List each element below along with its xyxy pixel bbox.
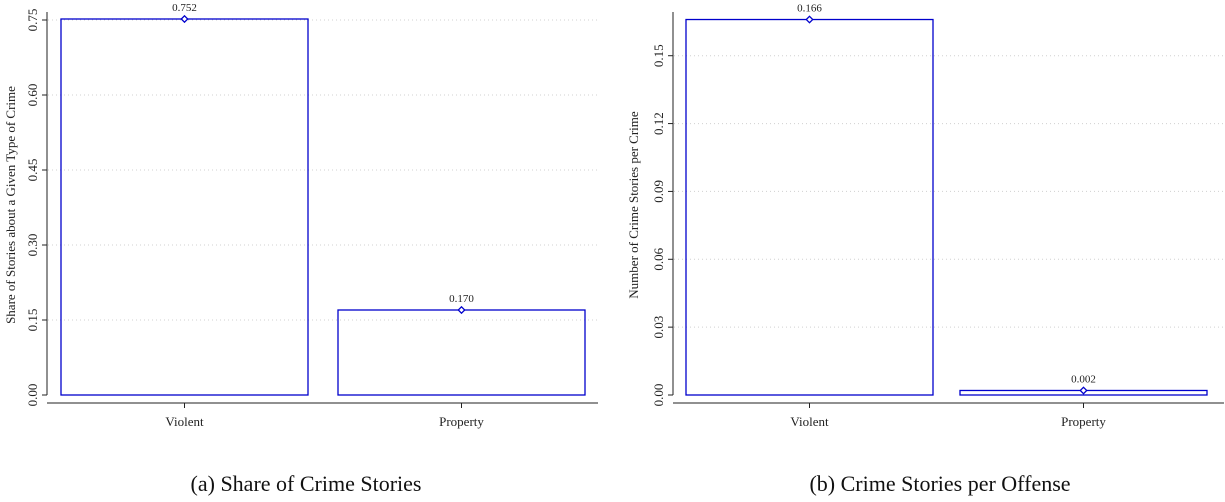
x-tick-label: Violent [165, 414, 204, 429]
point-marker [1079, 386, 1088, 395]
y-tick-label: 0.45 [25, 159, 40, 182]
chart-b-crime-stories-per-offense: 0.00 0.03 0.06 0.09 0.12 0.15 Number of Crime … [626, 3, 1224, 496]
point-marker [457, 305, 466, 315]
figure-caption: (a) Share of Crime Stories [191, 471, 422, 496]
y-tick-label: 0.30 [25, 234, 40, 257]
chart-a-share-of-crime-stories: 0.00 0.15 0.30 0.45 0.60 0.75 Share of Stories… [3, 2, 598, 496]
y-axis-title: Number of Crime Stories per Crime [626, 111, 641, 299]
y-tick-label: 0.15 [25, 309, 40, 332]
bar-violent [60, 18, 309, 396]
y-tick-label: 0.60 [25, 84, 40, 107]
data-label: 0.002 [1071, 373, 1096, 385]
point-marker [805, 15, 814, 24]
figure-caption: (b) Crime Stories per Offense [809, 471, 1070, 496]
y-tick-label: 0.06 [651, 247, 666, 270]
y-tick-label: 0.09 [651, 180, 666, 203]
y-tick-label: 0.12 [651, 112, 666, 135]
x-tick-label: Property [439, 414, 484, 429]
bar-property [337, 309, 586, 396]
y-tick-label: 0.00 [651, 384, 666, 407]
x-tick-label: Property [1061, 414, 1106, 429]
data-label: 0.170 [449, 293, 474, 305]
x-tick-label: Violent [790, 414, 829, 429]
y-tick-label: 0.75 [25, 9, 40, 32]
y-tick-label: 0.03 [651, 316, 666, 339]
data-label: 0.166 [797, 3, 822, 15]
data-label: 0.752 [172, 2, 197, 14]
bar-violent [685, 18, 934, 396]
point-marker [180, 14, 189, 24]
y-tick-label: 0.00 [25, 384, 40, 407]
y-axis-title: Share of Stories about a Given Type of C… [3, 86, 18, 324]
y-tick-label: 0.15 [651, 44, 666, 67]
